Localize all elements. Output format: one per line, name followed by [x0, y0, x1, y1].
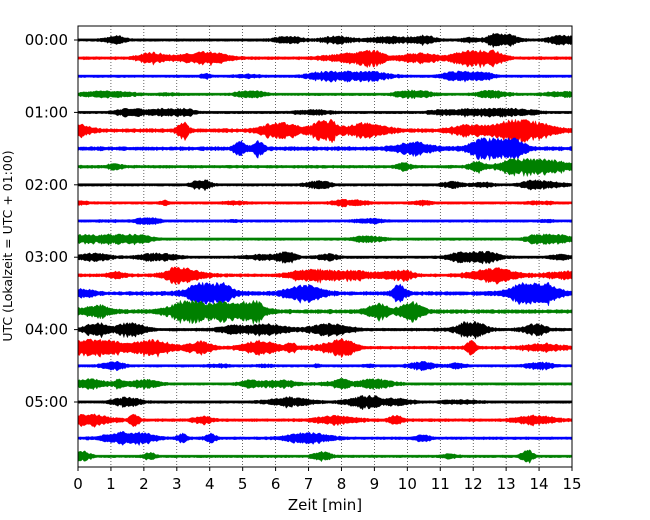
trace-0230 [77, 217, 573, 226]
x-tick-label: 15 [562, 475, 581, 493]
trace-0315 [77, 266, 573, 286]
trace-0500 [77, 394, 573, 411]
x-tick-label: 9 [370, 475, 380, 493]
trace-0430 [77, 361, 573, 372]
x-axis-label: Zeit [min] [288, 496, 362, 514]
trace-0030 [77, 70, 573, 83]
y-tick-label: 03:00 [25, 248, 68, 266]
trace-0415 [77, 338, 573, 359]
trace-0300 [77, 250, 573, 265]
trace-0215 [77, 198, 573, 208]
x-tick-label: 7 [304, 475, 314, 493]
trace-0400 [77, 321, 573, 340]
trace-0130 [77, 137, 573, 161]
y-tick-label: 05:00 [25, 393, 68, 411]
traces-group [77, 32, 573, 464]
trace-0445 [77, 378, 573, 391]
x-axis-ticks: 0 1 2 3 4 5 6 7 8 9 10 11 12 13 14 15 [73, 467, 582, 493]
x-tick-label: 11 [431, 475, 450, 493]
x-tick-label: 0 [73, 475, 83, 493]
trace-0200 [77, 179, 573, 192]
x-tick-label: 14 [530, 475, 549, 493]
x-tick-label: 8 [337, 475, 347, 493]
trace-0145 [77, 157, 573, 178]
x-tick-label: 2 [139, 475, 149, 493]
x-tick-label: 5 [238, 475, 248, 493]
x-tick-label: 10 [398, 475, 417, 493]
y-tick-label: 02:00 [25, 176, 68, 194]
trace-0545 [77, 449, 573, 464]
x-tick-label: 6 [271, 475, 281, 493]
y-tick-label: 00:00 [25, 31, 68, 49]
x-tick-label: 4 [205, 475, 215, 493]
y-axis-label: UTC (Lokalzeit = UTC + 01:00) [0, 150, 15, 341]
y-tick-label: 01:00 [25, 103, 68, 121]
plot-frame [77, 25, 573, 468]
trace-0045 [77, 89, 573, 100]
y-tick-label: 04:00 [25, 321, 68, 339]
trace-0000 [77, 32, 573, 49]
x-tick-label: 13 [497, 475, 516, 493]
x-tick-label: 1 [106, 475, 116, 493]
trace-0345 [77, 299, 573, 325]
trace-0515 [77, 413, 573, 428]
x-tick-label: 3 [172, 475, 182, 493]
trace-0530 [77, 431, 573, 447]
trace-0015 [77, 49, 573, 69]
trace-0245 [77, 233, 573, 246]
y-axis-ticks: 00:00 01:00 02:00 03:00 04:00 05:00 [25, 31, 78, 411]
trace-0100 [77, 107, 573, 118]
x-tick-label: 12 [464, 475, 483, 493]
trace-0330 [77, 281, 573, 307]
